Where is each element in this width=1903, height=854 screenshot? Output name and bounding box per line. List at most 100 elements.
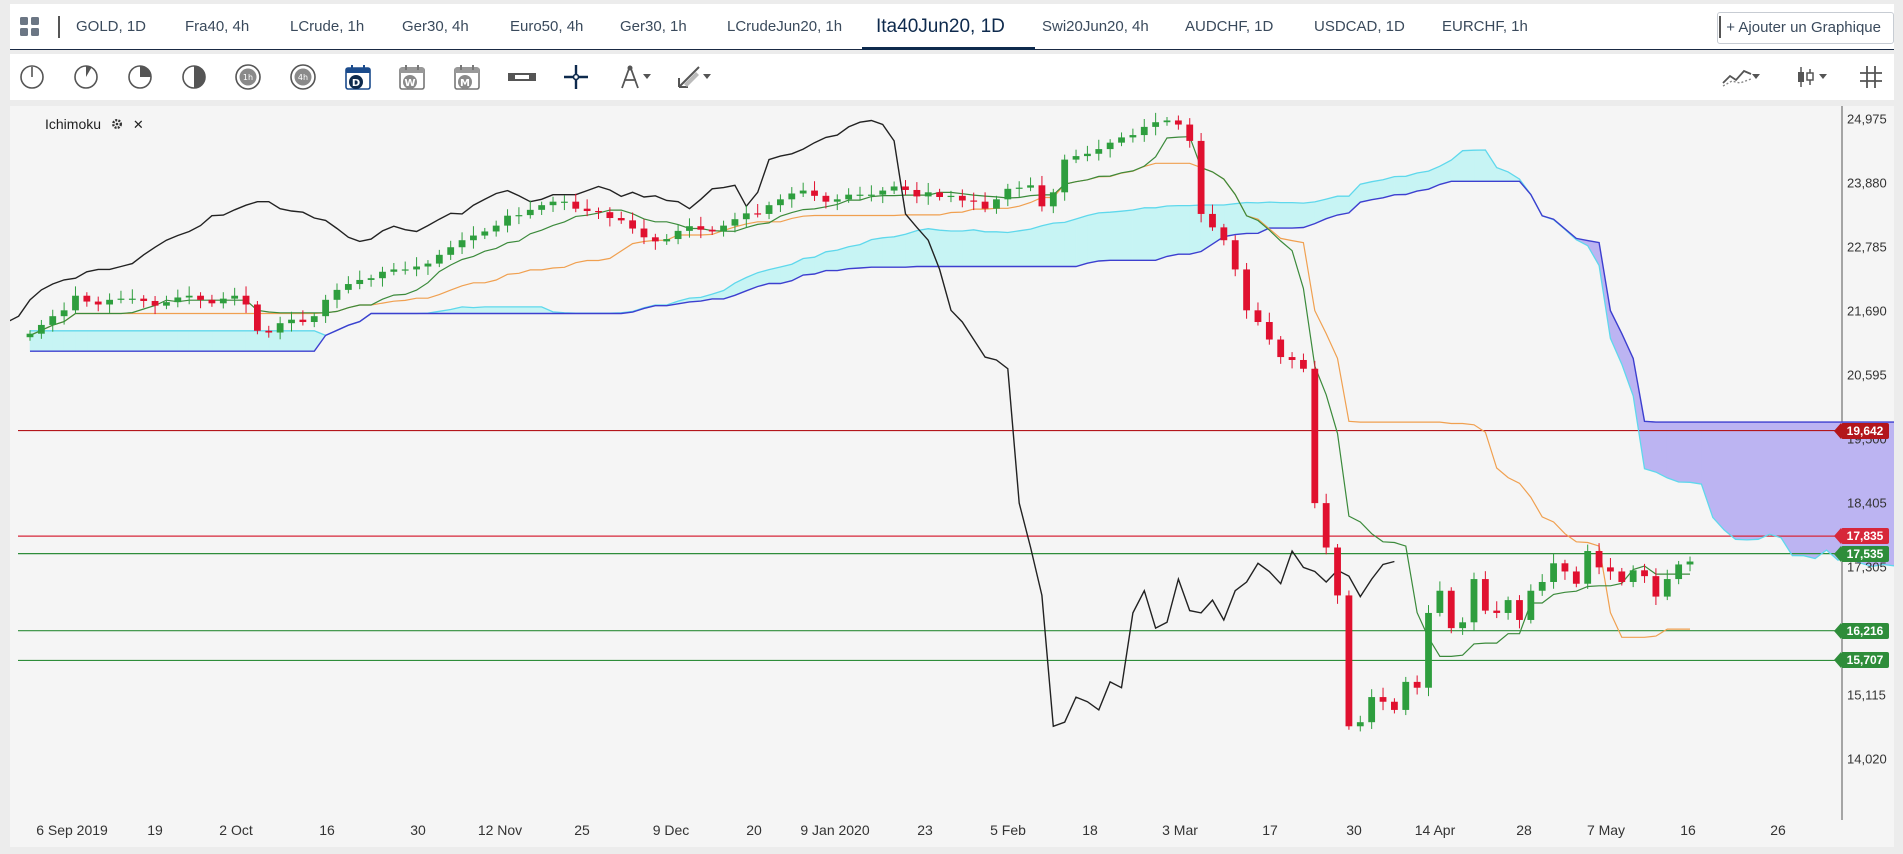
- candle: [890, 181, 898, 195]
- time-tick-label: 6 Sep 2019: [36, 822, 108, 838]
- timeframe-30m-icon[interactable]: [179, 62, 209, 92]
- candle-body: [208, 299, 216, 304]
- kumo-segment: [1701, 421, 1714, 518]
- kumo-segment: [848, 244, 861, 270]
- line-type-icon[interactable]: [1722, 62, 1752, 92]
- timeframe-month-icon[interactable]: M: [452, 62, 482, 92]
- candle: [993, 195, 1000, 214]
- kumo-segment: [518, 306, 531, 314]
- kumo-segment: [211, 330, 224, 352]
- tab-swi20jun20-4h[interactable]: Swi20Jun20, 4h: [1042, 18, 1149, 35]
- kumo-segment: [245, 330, 258, 352]
- kumo-segment: [950, 230, 963, 267]
- crosshair-icon[interactable]: [561, 62, 591, 92]
- time-tick-label: 16: [1680, 822, 1696, 838]
- tab-ger30-1h[interactable]: Ger30, 1h: [620, 18, 687, 35]
- apps-grid-icon[interactable]: [20, 17, 40, 37]
- compass-dropdown-icon[interactable]: [640, 62, 654, 92]
- candle: [1152, 112, 1160, 136]
- candle-body: [1061, 159, 1069, 193]
- kumo-segment: [1053, 222, 1065, 267]
- candle: [811, 181, 818, 201]
- candle: [1095, 139, 1103, 161]
- timeframe-week-icon[interactable]: W: [397, 62, 427, 92]
- candle: [481, 227, 489, 240]
- candle: [1561, 559, 1569, 580]
- candle: [606, 207, 614, 227]
- timeframe-4h-icon[interactable]: 4h: [288, 62, 318, 92]
- candle: [902, 180, 909, 196]
- candle: [276, 316, 284, 340]
- tab-audchf-1d[interactable]: AUDCHF, 1D: [1185, 18, 1274, 35]
- price-chart[interactable]: [10, 106, 1894, 847]
- kumo-segment: [1087, 212, 1100, 264]
- tab-usdcad-1d[interactable]: USDCAD, 1D: [1314, 18, 1405, 35]
- candle-type-dropdown-icon[interactable]: [1816, 62, 1830, 92]
- grid-icon[interactable]: [1856, 62, 1886, 92]
- kumo-segment: [939, 229, 952, 267]
- candle: [504, 209, 511, 233]
- candle: [1379, 687, 1387, 711]
- timeframe-1m-icon[interactable]: [17, 62, 47, 92]
- gear-icon[interactable]: [111, 117, 123, 133]
- candle-body: [424, 263, 432, 267]
- candle-body: [526, 209, 534, 216]
- candle: [936, 188, 943, 201]
- candle-body: [981, 201, 989, 209]
- candle: [1277, 336, 1285, 364]
- time-tick-label: 30: [1346, 822, 1362, 838]
- candle-body: [1300, 359, 1307, 369]
- tab-euro50-4h[interactable]: Euro50, 4h: [510, 18, 584, 35]
- tab-eurchf-1h[interactable]: EURCHF, 1h: [1442, 18, 1528, 35]
- candle-type-icon[interactable]: [1790, 62, 1820, 92]
- draw-icon[interactable]: [674, 62, 704, 92]
- candle: [1425, 605, 1432, 697]
- close-icon[interactable]: ✕: [132, 117, 144, 132]
- candle: [538, 201, 546, 215]
- price-tick-label: 20,595: [1847, 367, 1887, 383]
- candle-body: [1618, 571, 1626, 582]
- kijun-line: [29, 162, 1690, 638]
- tab-gold-1d[interactable]: GOLD, 1D: [76, 18, 147, 35]
- candle-body: [1209, 213, 1216, 228]
- candle-body: [708, 229, 716, 232]
- candle: [333, 283, 341, 309]
- ruler-icon[interactable]: [507, 62, 537, 92]
- candle: [845, 188, 853, 203]
- kumo-segment: [1712, 421, 1725, 531]
- timeframe-15m-icon[interactable]: [125, 62, 155, 92]
- tab-lcrude-1h[interactable]: LCrude, 1h: [290, 18, 365, 35]
- candle-body: [1015, 187, 1023, 189]
- compass-icon[interactable]: [615, 62, 645, 92]
- candle-body: [845, 194, 853, 200]
- tab-fra40-4h[interactable]: Fra40, 4h: [185, 18, 250, 35]
- timeframe-5m-icon[interactable]: [71, 62, 101, 92]
- timeframe-day-icon[interactable]: D: [343, 62, 373, 92]
- tenkan-line: [29, 136, 1690, 657]
- time-tick-label: 2 Oct: [219, 822, 253, 838]
- candle-body: [1686, 561, 1694, 565]
- tab-ita40jun20-1d[interactable]: Ita40Jun20, 1D: [862, 4, 1035, 50]
- kumo-segment: [484, 306, 497, 314]
- timeframe-1h-icon[interactable]: 1h: [233, 62, 263, 92]
- candle: [1049, 188, 1057, 214]
- price-tick-label: 18,405: [1847, 495, 1887, 511]
- candle: [174, 289, 182, 308]
- draw-dropdown-icon[interactable]: [700, 62, 714, 92]
- candle: [299, 310, 307, 326]
- candle: [833, 194, 841, 211]
- candle: [1197, 133, 1205, 223]
- kumo-segment: [291, 330, 304, 352]
- chart-area[interactable]: [10, 106, 1894, 847]
- candle: [1584, 544, 1592, 589]
- candle-body: [1391, 701, 1398, 710]
- kumo-segment: [1723, 421, 1736, 540]
- candle-body: [936, 192, 943, 197]
- tab-lcrudejun20-1h[interactable]: LCrudeJun20, 1h: [727, 18, 843, 35]
- tab-ger30-4h[interactable]: Ger30, 4h: [402, 18, 469, 35]
- add-chart-button[interactable]: + Ajouter un Graphique: [1717, 12, 1894, 44]
- candle: [1481, 571, 1489, 615]
- kumo-segment: [1621, 333, 1634, 396]
- line-type-dropdown-icon[interactable]: [1749, 62, 1763, 92]
- candle-body: [1174, 120, 1182, 125]
